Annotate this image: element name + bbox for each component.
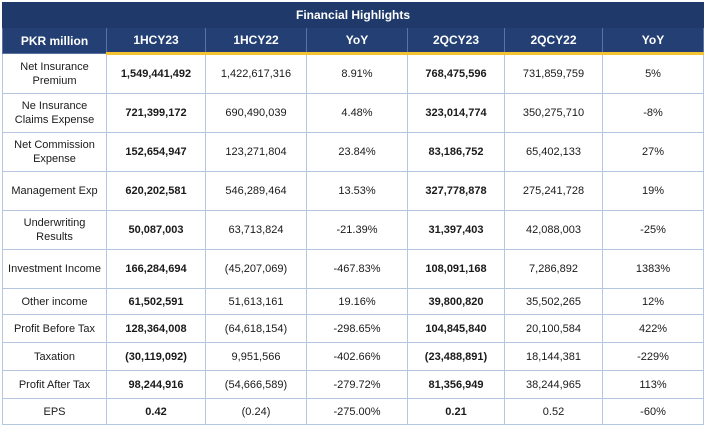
cell-2qcy23: 108,091,168 [407,249,505,289]
column-header-1hcy22: 1HCY22 [205,27,307,55]
table-row: Other income 61,502,591 51,613,161 19.16… [2,288,705,315]
table-row: Investment Income 166,284,694 (45,207,06… [2,249,705,289]
cell-2qcy23: 0.21 [407,398,505,425]
cell-1hcy23: 61,502,591 [106,288,206,315]
cell-2qcy22: 42,088,003 [504,210,603,250]
cell-yoy-quarter: 1383% [601,249,705,289]
cell-1hcy23: 620,202,581 [106,171,206,211]
cell-1hcy23: 128,364,008 [106,314,206,343]
table-row: Profit Before Tax 128,364,008 (64,618,15… [2,314,705,343]
cell-2qcy22: 20,100,584 [504,314,603,343]
cell-2qcy22: 350,275,710 [504,93,603,133]
cell-2qcy23: 31,397,403 [407,210,505,250]
cell-1hcy22: 63,713,824 [205,210,307,250]
cell-yoy-half: 19.16% [306,288,408,315]
cell-1hcy22: 690,490,039 [205,93,307,133]
cell-2qcy22: 0.52 [504,398,603,425]
cell-1hcy23: (30,119,092) [106,342,206,371]
cell-yoy-half: 8.91% [306,53,408,94]
cell-2qcy23: (23,488,891) [407,342,505,371]
row-label: Ne Insurance Claims Expense [2,93,107,133]
cell-2qcy22: 65,402,133 [504,132,603,172]
cell-1hcy23: 50,087,003 [106,210,206,250]
cell-1hcy22: 1,422,617,316 [205,53,307,94]
row-label: Net Insurance Premium [2,53,107,94]
cell-1hcy23: 721,399,172 [106,93,206,133]
cell-2qcy23: 81,356,949 [407,370,505,399]
cell-yoy-half: -298.65% [306,314,408,343]
cell-2qcy22: 7,286,892 [504,249,603,289]
cell-yoy-quarter: 113% [601,370,705,399]
table-row: Net Commission Expense 152,654,947 123,2… [2,132,705,172]
cell-1hcy22: (64,618,154) [205,314,307,343]
cell-2qcy22: 18,144,381 [504,342,603,371]
cell-2qcy22: 275,241,728 [504,171,603,211]
cell-yoy-quarter: 27% [601,132,705,172]
cell-yoy-quarter: 5% [601,53,705,94]
cell-2qcy23: 323,014,774 [407,93,505,133]
table-row: Taxation (30,119,092) 9,951,566 -402.66%… [2,342,705,371]
row-label: Net Commission Expense [2,132,107,172]
cell-2qcy23: 39,800,820 [407,288,505,315]
table-row: EPS 0.42 (0.24) -275.00% 0.21 0.52 -60% [2,398,705,425]
cell-yoy-half: 4.48% [306,93,408,133]
financial-highlights-panel: Financial Highlights PKR million 1HCY23 … [1,2,705,425]
row-label: Profit Before Tax [2,314,107,343]
cell-2qcy22: 38,244,965 [504,370,603,399]
table-row: Net Insurance Premium 1,549,441,492 1,42… [2,53,705,94]
cell-2qcy22: 35,502,265 [504,288,603,315]
financial-highlights-table: Financial Highlights PKR million 1HCY23 … [1,2,705,425]
cell-yoy-half: -467.83% [306,249,408,289]
cell-2qcy23: 768,475,596 [407,53,505,94]
cell-2qcy22: 731,859,759 [504,53,603,94]
cell-1hcy23: 166,284,694 [106,249,206,289]
row-label: Underwriting Results [2,210,107,250]
table-row: Profit After Tax 98,244,916 (54,666,589)… [2,370,705,399]
cell-yoy-quarter: -229% [601,342,705,371]
cell-yoy-quarter: 19% [601,171,705,211]
cell-yoy-quarter: 12% [601,288,705,315]
cell-1hcy23: 1,549,441,492 [106,53,206,94]
cell-1hcy23: 152,654,947 [106,132,206,172]
table-title: Financial Highlights [1,2,705,28]
cell-1hcy22: (45,207,069) [205,249,307,289]
column-header-yoy-quarter: YoY [601,27,705,55]
cell-yoy-half: 23.84% [306,132,408,172]
cell-yoy-half: -275.00% [306,398,408,425]
cell-yoy-quarter: -60% [601,398,705,425]
column-header-row: PKR million 1HCY23 1HCY22 YoY 2QCY23 2QC… [2,27,705,55]
cell-yoy-half: -21.39% [306,210,408,250]
row-label: Profit After Tax [2,370,107,399]
column-header-2qcy22: 2QCY22 [504,27,603,55]
cell-1hcy23: 0.42 [106,398,206,425]
cell-yoy-half: 13.53% [306,171,408,211]
cell-1hcy23: 98,244,916 [106,370,206,399]
cell-yoy-half: -402.66% [306,342,408,371]
row-label: Other income [2,288,107,315]
cell-yoy-quarter: -8% [601,93,705,133]
table-row: Underwriting Results 50,087,003 63,713,8… [2,210,705,250]
cell-1hcy22: (0.24) [205,398,307,425]
column-header-label: PKR million [2,27,107,54]
table-row: Management Exp 620,202,581 546,289,464 1… [2,171,705,211]
cell-2qcy23: 327,778,878 [407,171,505,211]
column-header-1hcy23: 1HCY23 [106,27,206,55]
row-label: Taxation [2,342,107,371]
cell-1hcy22: 9,951,566 [205,342,307,371]
column-header-yoy-half: YoY [306,27,408,55]
cell-1hcy22: 51,613,161 [205,288,307,315]
row-label: Management Exp [2,171,107,211]
row-label: EPS [2,398,107,425]
cell-2qcy23: 83,186,752 [407,132,505,172]
cell-yoy-quarter: -25% [601,210,705,250]
cell-yoy-half: -279.72% [306,370,408,399]
cell-1hcy22: 123,271,804 [205,132,307,172]
cell-yoy-quarter: 422% [601,314,705,343]
table-row: Ne Insurance Claims Expense 721,399,172 … [2,93,705,133]
row-label: Investment Income [2,249,107,289]
cell-1hcy22: 546,289,464 [205,171,307,211]
cell-2qcy23: 104,845,840 [407,314,505,343]
column-header-2qcy23: 2QCY23 [407,27,505,55]
cell-1hcy22: (54,666,589) [205,370,307,399]
